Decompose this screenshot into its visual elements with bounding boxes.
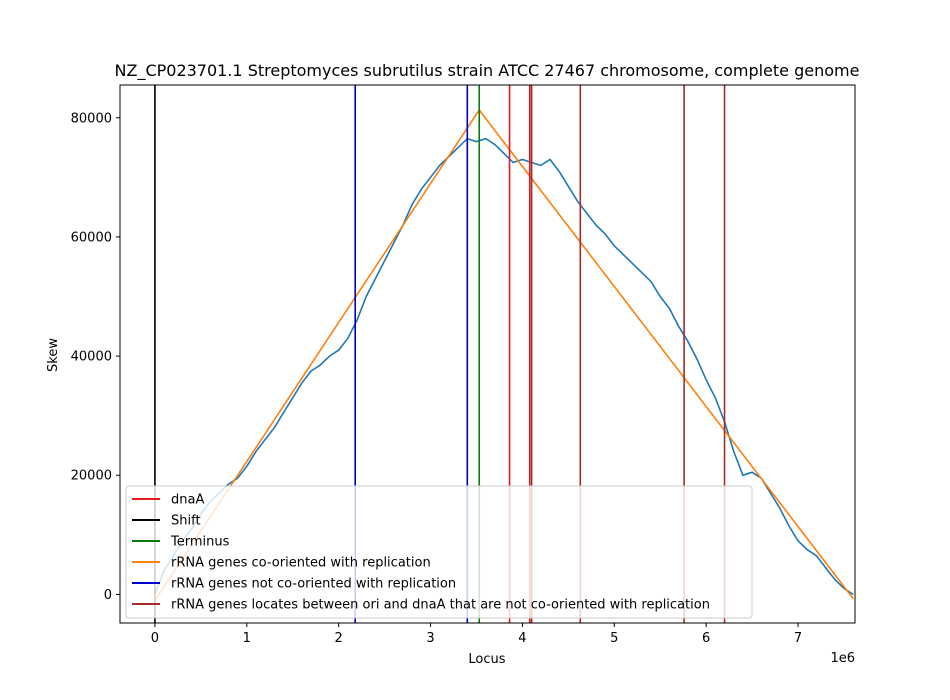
legend-label-2: Terminus (170, 535, 230, 550)
chart-title: NZ_CP023701.1 Streptomyces subrutilus st… (115, 61, 860, 81)
x-tick-label-1: 1 (243, 631, 251, 646)
x-tick-label-3: 3 (426, 631, 434, 646)
legend: dnaA Shift Terminus rRNA genes co-oriented … (125, 485, 753, 619)
y-tick-label-3: 60000 (71, 230, 112, 245)
x-axis-title: Locus (468, 652, 505, 667)
y-axis-title: Skew (46, 338, 61, 372)
x-tick-label-5: 5 (610, 631, 618, 646)
y-axis: 0 20000 40000 60000 80000 (71, 111, 120, 603)
legend-label-4: rRNA genes not co-oriented with replicat… (171, 577, 456, 592)
legend-label-5: rRNA genes locates between ori and dnaA … (171, 598, 710, 613)
x-tick-label-6: 6 (702, 631, 710, 646)
y-tick-label-4: 80000 (71, 111, 112, 126)
y-tick-label-2: 40000 (71, 350, 112, 365)
y-tick-label-1: 20000 (71, 469, 112, 484)
plot-frame (119, 84, 856, 624)
x-tick-label-7: 7 (794, 631, 802, 646)
x-axis-offset-label: 1e6 (830, 651, 855, 666)
y-tick-label-0: 0 (104, 588, 112, 603)
x-axis: 0 1 2 3 4 5 6 7 (151, 623, 802, 646)
legend-label-1: Shift (171, 514, 201, 529)
x-tick-label-4: 4 (518, 631, 526, 646)
legend-label-0: dnaA (171, 493, 204, 508)
legend-label-3: rRNA genes co-oriented with replication (171, 556, 431, 571)
x-tick-label-0: 0 (151, 631, 159, 646)
legend-box (125, 485, 753, 619)
series-line-0 (154, 137, 854, 596)
x-tick-label-2: 2 (335, 631, 343, 646)
